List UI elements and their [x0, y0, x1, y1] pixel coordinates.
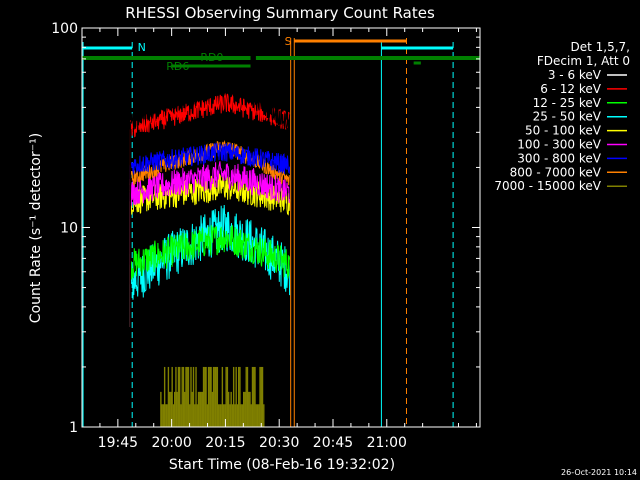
axis-ticks: 19:45 20:00 20:15 20:30 20:45 21:00 1 10 100	[51, 21, 480, 451]
x-axis-label: Start Time (08-Feb-16 19:32:02)	[169, 457, 395, 473]
legend-label: 800 - 7000 keV	[510, 165, 602, 179]
legend-label: 100 - 300 keV	[517, 138, 601, 152]
chart-title: RHESSI Observing Summary Count Rates	[125, 4, 435, 22]
legend-label: 300 - 800 keV	[517, 151, 601, 165]
y-axis-label: Count Rate (s⁻¹ detector⁻¹)	[28, 133, 44, 323]
legend-label: 7000 - 15000 keV	[494, 179, 601, 193]
x-tick-label: 21:00	[367, 435, 407, 451]
y-tick-label: 10	[60, 221, 78, 237]
saa-label: S	[285, 35, 292, 48]
legend-label: 12 - 25 keV	[533, 96, 602, 110]
state-bars: N S RD0 RD6	[82, 35, 480, 73]
series-line	[129, 142, 291, 175]
saa-markers	[290, 38, 407, 427]
y-tick-label: 1	[69, 420, 78, 436]
rd0-label: RD0	[200, 51, 223, 64]
legend-label: 6 - 12 keV	[540, 82, 602, 96]
y-tick-label: 100	[51, 21, 78, 37]
x-tick-label: 20:45	[313, 435, 353, 451]
night-markers	[82, 42, 454, 427]
series-layer	[129, 75, 291, 427]
legend-header-line-1: Det 1,5,7,	[571, 40, 631, 54]
rd6-label: RD6	[166, 60, 189, 73]
series-line	[129, 225, 291, 281]
legend-header-line-2: FDecim 1, Att 0	[537, 54, 630, 68]
series-line	[130, 75, 291, 130]
series-line	[129, 161, 291, 207]
night-label: N	[138, 41, 146, 54]
x-tick-label: 19:45	[98, 435, 138, 451]
x-tick-label: 20:30	[259, 435, 299, 451]
render-timestamp: 26-Oct-2021 10:14	[561, 468, 637, 477]
legend-label: 25 - 50 keV	[533, 110, 602, 124]
legend-label: 3 - 6 keV	[548, 68, 602, 82]
x-tick-label: 20:00	[151, 435, 191, 451]
series-3-6kev	[129, 75, 291, 327]
series-7000-15000kev	[160, 366, 265, 427]
x-tick-label: 20:15	[205, 435, 245, 451]
legend-label: 50 - 100 keV	[525, 124, 602, 138]
series-line	[129, 139, 290, 186]
